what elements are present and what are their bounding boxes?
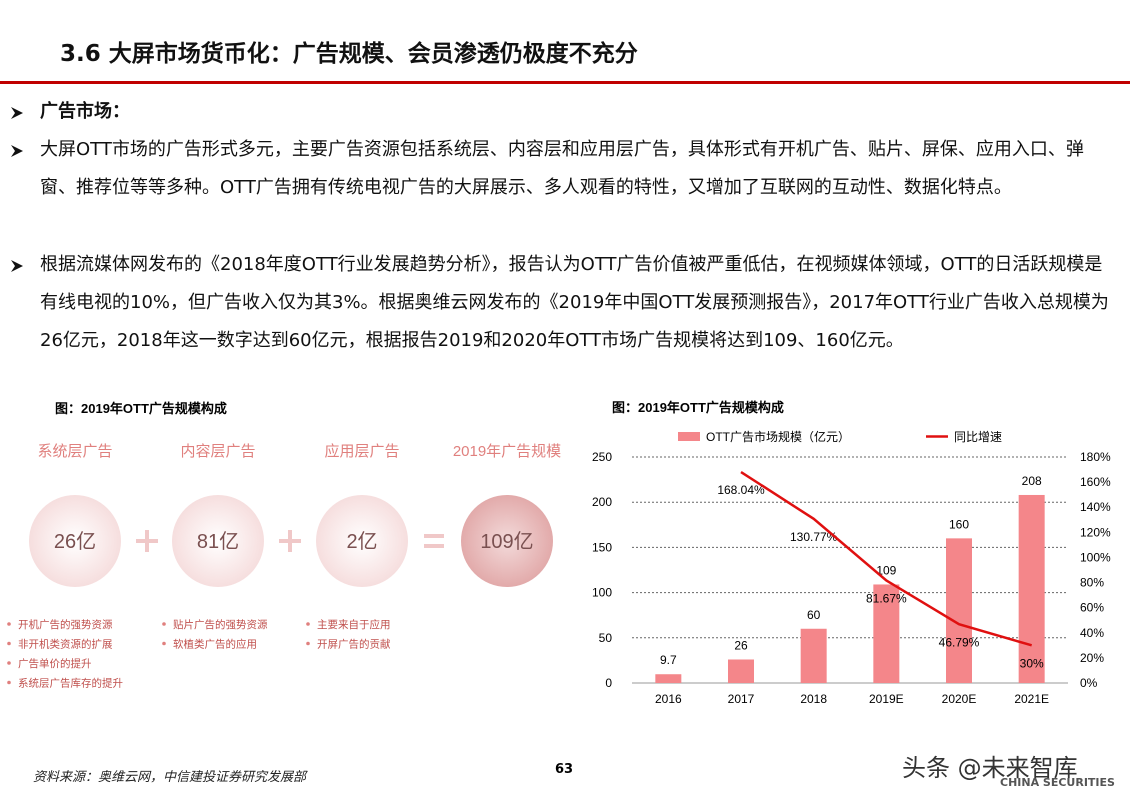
bullet: 大屏OTT市场的广告形式多元，主要广告资源包括系统层、内容层和应用层广告，具体形…: [11, 131, 1112, 207]
legend-swatch: [678, 432, 700, 441]
y2-tick-label: 80%: [1080, 576, 1104, 590]
item-text: 开机广告的强势资源: [18, 618, 113, 631]
item-dot: [7, 641, 11, 646]
bullet: 广告市场：: [11, 93, 1112, 131]
title-rule: [0, 81, 1130, 84]
bullet-text: 根据流媒体网发布的《2018年度OTT行业发展趋势分析》，报告认为OTT广告价值…: [40, 254, 1109, 351]
bullet-icon: [11, 145, 23, 157]
item-text: 贴片广告的强势资源: [173, 618, 268, 631]
column-label: 内容层广告: [180, 443, 255, 460]
item-dot: [7, 622, 11, 626]
item-text: 系统层广告库存的提升: [18, 677, 123, 690]
bar: [655, 674, 682, 683]
chart-title: 图：2019年OTT广告规模构成: [612, 400, 784, 415]
item-text: 非开机类资源的扩展: [18, 638, 113, 651]
value-circle: [461, 495, 553, 587]
line-value-label: 130.77%: [790, 530, 838, 544]
arrow-shape: [11, 107, 23, 119]
legend-label: 同比增速: [954, 430, 1002, 444]
item-text: 软植类广告的应用: [173, 638, 257, 651]
y2-tick-label: 180%: [1080, 450, 1111, 464]
line-value-label: 30%: [1020, 656, 1044, 670]
x-tick-label: 2020E: [942, 692, 977, 706]
line: [740, 470, 1033, 647]
y2-tick-label: 120%: [1080, 525, 1111, 539]
bullet: 根据流媒体网发布的《2018年度OTT行业发展趋势分析》，报告认为OTT广告价值…: [11, 246, 1112, 360]
source: 资料来源：奥维云网，中信建投证券研究发展部: [33, 770, 307, 785]
value-circle: [172, 495, 264, 587]
y-tick-label: 150: [592, 540, 612, 554]
bar-value-label: 160: [949, 517, 969, 531]
item-dot: [7, 680, 11, 685]
bullet-icon: [11, 260, 23, 272]
line-value-label: 81.67%: [866, 591, 907, 605]
column-label: 2019年广告规模: [453, 443, 561, 460]
item-text: 广告单价的提升: [18, 657, 92, 670]
item-dot: [7, 661, 11, 665]
bar-value-label: 208: [1022, 474, 1042, 488]
item-dot: [162, 641, 166, 646]
column-label: 系统层广告: [37, 443, 112, 460]
y2-tick-label: 0%: [1080, 676, 1098, 690]
y2-tick-label: 40%: [1080, 626, 1104, 640]
value-circle: [316, 495, 408, 587]
bar-value-label: 9.7: [660, 653, 677, 667]
y2-tick-label: 60%: [1080, 601, 1104, 615]
arrow-shape: [11, 145, 23, 157]
operators: [136, 530, 444, 552]
arrow-shape: [11, 260, 23, 272]
bar-value-label: 109: [876, 563, 896, 577]
brand: CHINA SECURITIES: [1000, 776, 1115, 789]
circle-value: 2亿: [346, 530, 377, 553]
item-dot: [306, 622, 310, 626]
item-dot: [162, 622, 166, 626]
circle-value: 109亿: [480, 530, 533, 553]
bar: [946, 538, 972, 683]
item-text: 开屏广告的贡献: [317, 638, 391, 651]
item-text: 主要来自于应用: [317, 618, 391, 631]
bullet-text: 大屏OTT市场的广告形式多元，主要广告资源包括系统层、内容层和应用层广告，具体形…: [40, 139, 1084, 198]
bullet-text: 广告市场：: [40, 101, 130, 122]
figure-caption: 图：2019年OTT广告规模构成: [55, 401, 227, 416]
x-tick-label: 2017: [728, 692, 755, 706]
y-tick-label: 250: [592, 450, 612, 464]
column-label: 应用层广告: [324, 442, 399, 460]
y-tick-label: 0: [605, 676, 612, 690]
x-tick-label: 2019E: [869, 692, 904, 706]
y-tick-label: 50: [599, 631, 613, 645]
y2-tick-label: 100%: [1080, 550, 1111, 564]
y2-tick-label: 160%: [1080, 475, 1111, 489]
x-tick-label: 2018: [800, 692, 827, 706]
bar: [800, 628, 827, 683]
left-figure: 图：2019年OTT广告规模构成 系统层广告 26亿开机广告的强势资源非开机类资源…: [7, 401, 561, 690]
x-tick-label: 2016: [655, 692, 682, 706]
slide-title: 3.6 大屏市场货币化：广告规模、会员渗透仍极度不充分: [60, 41, 638, 67]
value-circle: [29, 495, 121, 587]
bar-value-label: 26: [734, 638, 748, 652]
y2-tick-label: 20%: [1080, 651, 1104, 665]
bar: [1018, 494, 1045, 683]
bar-value-label: 60: [807, 608, 821, 622]
legend-label: OTT广告市场规模（亿元）: [706, 429, 850, 444]
circle-value: 26亿: [54, 530, 96, 553]
y-tick-label: 200: [592, 495, 612, 509]
page-number: 63: [555, 762, 574, 777]
item-dot: [306, 641, 310, 646]
chart: 图：2019年OTT广告规模构成 0 50 100 150 200 250 0% 20% 40% 6…: [592, 400, 1111, 706]
bar: [728, 659, 754, 683]
y-tick-label: 100: [592, 586, 612, 600]
bar: [873, 584, 900, 683]
circle-value: 81亿: [197, 530, 239, 553]
x-tick-label: 2021E: [1014, 692, 1049, 706]
line-value-label: 46.79%: [939, 635, 980, 649]
y2-tick-label: 140%: [1080, 500, 1111, 514]
line-value-label: 168.04%: [717, 483, 765, 497]
watermark: 头条 @未来智库: [902, 754, 1078, 782]
bullet-icon: [11, 107, 23, 119]
